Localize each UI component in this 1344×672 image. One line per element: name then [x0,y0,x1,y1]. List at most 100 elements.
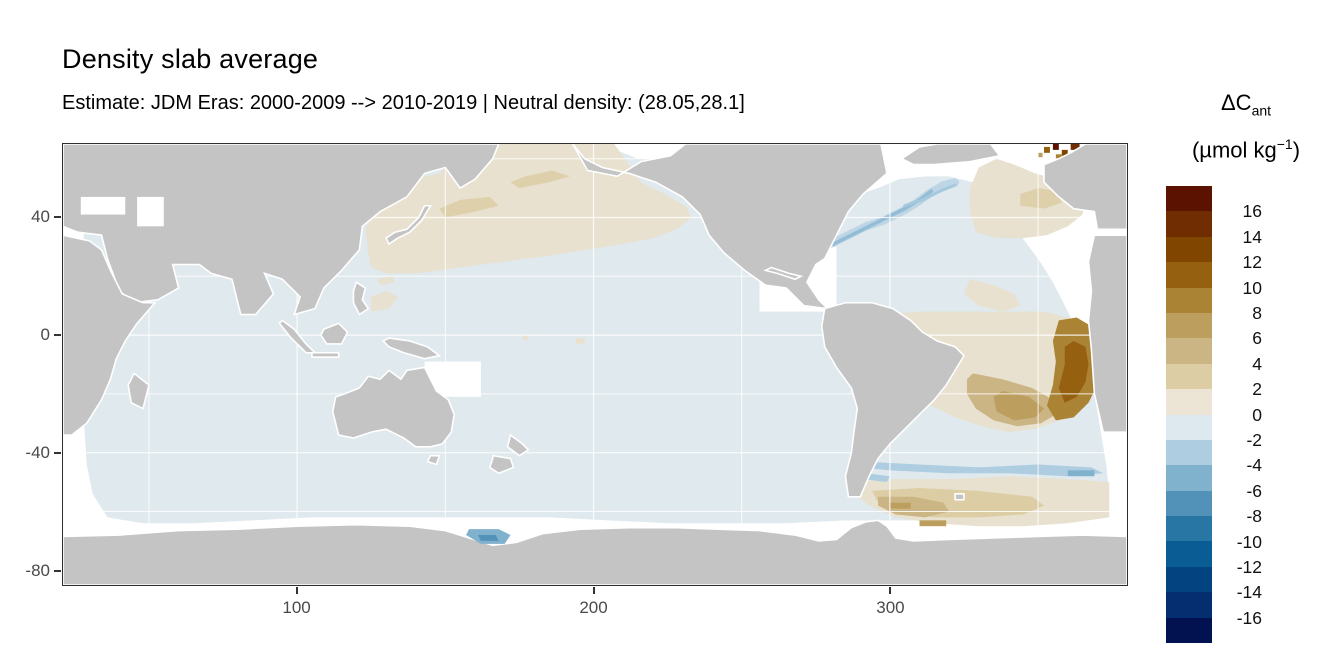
legend-color-segment [1166,439,1212,466]
land-south-america [822,303,964,497]
land-java [312,353,339,357]
legend-color-segment [1166,363,1212,390]
capeverde-cream [963,279,1021,312]
land-japan [386,206,430,244]
southern-brown-speck-2 [919,520,947,527]
legend-color-segment [1166,287,1212,313]
land-south-georgia [955,494,964,500]
legend-color-segment [1166,617,1212,644]
legend-color-segment [1166,516,1212,542]
x-tick-label: 100 [282,598,311,617]
legend-tick-label: -10 [1236,531,1262,552]
legend-color-segment [1166,465,1212,491]
y-axis-tick [54,215,61,218]
world-heatmap [63,144,1127,585]
x-axis-tick [295,587,298,594]
ross-sea-blue-core [477,535,499,541]
legend-color-segment [1166,186,1212,212]
legend-tick-label: 12 [1242,252,1262,273]
legend-tick-label: -16 [1236,607,1262,628]
nordic-speck-8 [1038,152,1043,158]
y-tick-label: -80 [25,561,50,581]
neatl-tan-biscay [1020,188,1062,209]
land-borneo [321,323,348,344]
land-philippines [353,282,368,314]
land-antarctica [63,520,1127,585]
land-nz-north [508,435,529,456]
nordic-speck-5 [1055,154,1062,159]
phil-beige-1 [371,291,398,312]
x-tick-label: 300 [876,598,905,617]
legend-tick-label: 16 [1242,201,1262,222]
x-tick-label: 200 [579,598,608,617]
legend-tick-label: 2 [1252,379,1262,400]
equator-speck-1 [575,338,585,344]
legend-color-segment [1166,236,1212,263]
legend-tick-label: 6 [1252,328,1262,349]
phil-beige-2 [377,276,395,286]
land-africa-west [63,235,155,435]
nordic-speck-3 [1061,149,1068,156]
legend-tick-label: -6 [1246,480,1262,501]
map-panel [62,143,1128,586]
x-axis-tick [592,587,595,594]
y-axis-tick [54,570,61,573]
legend-color-segment [1166,566,1212,593]
legend-tick-label: -4 [1246,455,1262,476]
x-axis-tick [889,587,892,594]
satl-blue-streak [860,461,1104,477]
chart-subtitle: Estimate: JDM Eras: 2000-2009 --> 2010-2… [62,92,745,114]
y-tick-label: -40 [25,443,50,463]
legend-color-segment [1166,414,1212,440]
equator-speck-2 [522,335,529,340]
land-sumatra [279,320,315,352]
land-australia [333,367,455,446]
legend-tick-label: -8 [1246,506,1262,527]
land-nz-south [490,456,514,474]
legend-tick-label: 10 [1242,277,1262,298]
legend-title: ΔCant [1220,90,1272,119]
lake-caspian [137,196,164,227]
nordic-speck-4 [1070,144,1080,150]
legend-color-segment [1166,262,1212,288]
legend-tick-label: 4 [1252,353,1262,374]
legend-unit: (µmol kg−1) [1191,136,1301,163]
lake-black-sea [80,196,126,215]
legend-color-segment [1166,338,1212,364]
npac-tan-1 [439,196,499,218]
southern-tan-3 [878,496,950,518]
npac-beige [365,144,692,274]
legend-color-segment [1166,211,1212,237]
legend-tick-label: -14 [1236,582,1262,603]
legend-tick-label: -12 [1236,557,1262,577]
southern-brown-speck-1 [889,502,911,509]
legend-color-segment [1166,389,1212,415]
land-newguinea [383,338,439,359]
legend-color-segment [1166,490,1212,517]
chart-title: Density slab average [62,44,319,74]
legend-color-segment [1166,592,1212,618]
y-tick-label: 0 [40,324,50,344]
land-europe-right [1044,144,1127,229]
y-tick-label: 40 [31,206,50,226]
npac-tan-2 [510,170,570,189]
legend-tick-label: 8 [1252,303,1262,323]
satl-blue-deep [1067,470,1095,477]
legend-tick-label: 0 [1252,404,1262,425]
nordic-speck-1 [1044,146,1050,153]
land-tasmania [428,456,440,465]
legend-tick-label: -2 [1246,430,1262,450]
land-madagascar [128,373,149,408]
land-north-america [573,144,887,309]
legend-color-segment [1166,312,1212,339]
satl-brown-inner [993,390,1045,421]
legend-colorbar [1166,186,1212,644]
land-greenland [902,144,1000,165]
land-cuba [765,267,801,279]
y-axis-tick [54,452,61,455]
legend-color-segment [1166,541,1212,567]
eatl-brown-core [1058,340,1089,403]
y-axis-tick [54,333,61,336]
land-africa-right [1088,235,1127,432]
